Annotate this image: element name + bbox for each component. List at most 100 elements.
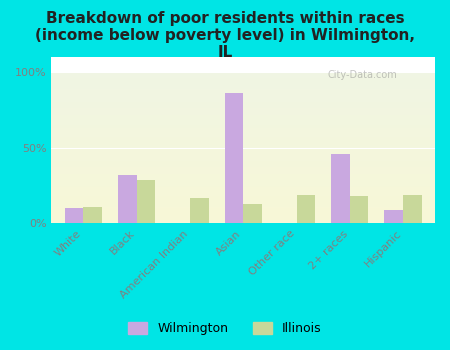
Bar [51,161,435,163]
Bar [65,208,83,223]
Bar [51,219,435,220]
Bar [51,151,435,152]
Bar [51,145,435,146]
Bar [297,195,315,223]
Bar [51,201,435,202]
Bar [51,78,435,80]
Bar [51,159,435,160]
Bar [51,204,435,205]
Bar [51,210,435,211]
Bar [51,139,435,140]
Bar [51,84,435,86]
Bar [51,128,435,130]
Bar [51,87,435,89]
Bar [51,222,435,223]
Bar [51,193,435,195]
Bar [51,169,435,170]
Bar [51,108,435,110]
Bar [51,83,435,84]
Bar [51,124,435,125]
Bar [51,95,435,96]
Bar [51,220,435,222]
Bar [51,104,435,105]
Bar [51,134,435,136]
Bar [51,174,435,175]
Bar [51,215,435,216]
Bar [51,77,435,78]
Bar [51,81,435,83]
Bar [51,164,435,166]
Bar [51,119,435,120]
Bar [51,180,435,181]
Bar [51,113,435,114]
Bar [225,93,243,223]
Bar [51,143,435,145]
Bar [51,93,435,95]
Bar [51,118,435,119]
Bar [51,187,435,189]
Bar [51,142,435,143]
Text: City-Data.com: City-Data.com [328,70,397,80]
Bar [51,133,435,134]
Bar [118,175,137,223]
Legend: Wilmington, Illinois: Wilmington, Illinois [123,317,327,340]
Bar [51,192,435,193]
Bar [51,98,435,99]
Bar [51,154,435,155]
Bar [51,86,435,87]
Bar [51,75,435,77]
Bar [243,204,262,223]
Bar [51,96,435,98]
Bar [51,217,435,219]
Bar [350,196,369,223]
Bar [51,175,435,176]
Bar [51,149,435,151]
Bar [51,196,435,198]
Bar [51,183,435,184]
Bar [51,137,435,139]
Bar [51,120,435,122]
Bar [51,99,435,101]
Bar [190,198,209,223]
Bar [51,101,435,103]
Bar [51,176,435,178]
Bar [51,195,435,196]
Bar [51,211,435,213]
Bar [51,155,435,157]
Bar [51,166,435,167]
Bar [51,202,435,204]
Bar [51,89,435,90]
Bar [51,107,435,108]
Bar [51,122,435,124]
Bar [51,181,435,183]
Bar [51,184,435,186]
Bar [331,154,350,223]
Bar [83,207,102,223]
Bar [51,198,435,199]
Bar [51,190,435,192]
Bar [384,210,403,223]
Bar [51,72,435,74]
Bar [51,112,435,113]
Bar [51,152,435,154]
Bar [51,74,435,75]
Bar [51,127,435,128]
Bar [51,131,435,133]
Bar [51,92,435,93]
Bar [51,90,435,92]
Bar [51,205,435,207]
Bar [51,114,435,116]
Bar [51,157,435,159]
Bar [51,170,435,172]
Bar [51,116,435,118]
Bar [51,216,435,217]
Bar [51,140,435,142]
Bar [51,103,435,104]
Bar [51,163,435,164]
Bar [51,160,435,161]
Bar [51,189,435,190]
Text: Breakdown of poor residents within races
(income below poverty level) in Wilming: Breakdown of poor residents within races… [35,10,415,60]
Bar [51,207,435,208]
Bar [51,110,435,112]
Bar [137,180,155,223]
